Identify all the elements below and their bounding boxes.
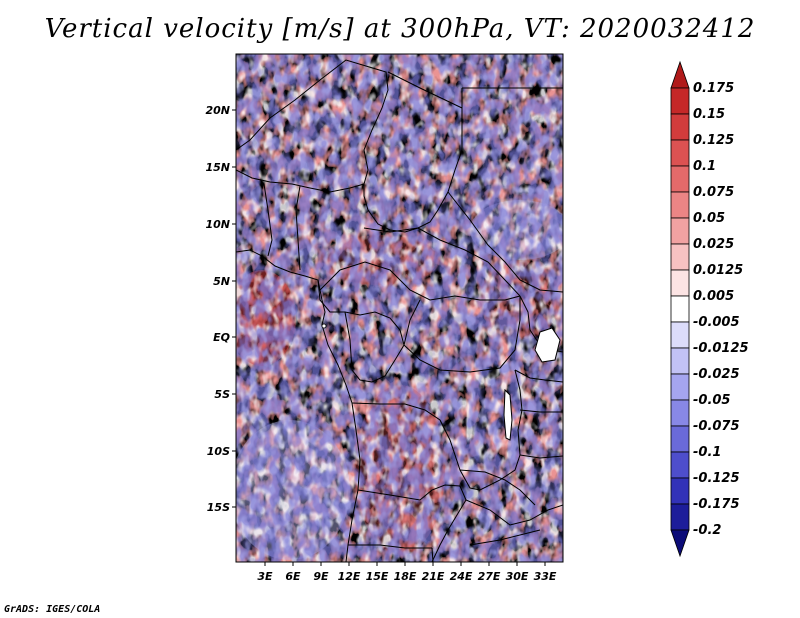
colorbar-swatch [670,269,690,297]
colorbar-label: -0.075 [693,419,740,434]
y-tick-eq: EQ [213,331,230,344]
colorbar-label: -0.1 [693,445,721,460]
colorbar-swatch [670,113,690,141]
colorbar-swatch [670,165,690,193]
colorbar-label: 0.15 [693,107,725,122]
colorbar-label: -0.2 [693,523,721,538]
y-tick-5s: 5S [214,388,230,401]
country-borders [236,59,563,562]
colorbar-label: -0.025 [693,367,740,382]
y-tick-15n: 15N [205,161,230,174]
chart-title: Vertical velocity [m/s] at 300hPa, VT: 2… [44,14,756,44]
grads-credit: GrADS: IGES/COLA [4,604,101,615]
x-tick-9e: 9E [313,570,329,583]
colorbar-swatch [670,295,690,323]
colorbar-swatch [670,321,690,349]
colorbar-swatch [670,191,690,219]
x-tick-33e: 33E [534,570,557,583]
x-tick-30e: 30E [506,570,529,583]
colorbar-label: 0.05 [693,211,725,226]
coastline [236,249,361,562]
colorbar-swatch [670,451,690,479]
colorbar-swatch [670,347,690,375]
x-tick-18e: 18E [394,570,417,583]
colorbar-swatch [670,139,690,167]
colorbar-label: 0.125 [693,133,734,148]
colorbar-label: -0.125 [693,471,740,486]
colorbar-label: -0.005 [693,315,740,330]
colorbar-swatch [670,373,690,401]
colorbar-swatch [670,60,690,89]
colorbar-swatch [670,477,690,505]
colorbar-swatch [670,243,690,271]
colorbar: 0.175 0.15 0.125 0.1 0.075 0.05 0.025 0.0125 0.0… [670,60,749,558]
x-tick-24e: 24E [450,570,473,583]
y-tick-20n: 20N [205,104,230,117]
x-tick-15e: 15E [366,570,389,583]
colorbar-label: 0.025 [693,237,734,252]
x-tick-12e: 12E [338,570,361,583]
colorbar-swatch [670,529,690,558]
y-tick-10s: 10S [207,445,230,458]
y-tick-5n: 5N [213,275,230,288]
y-tick-15s: 15S [207,501,230,514]
strong-downward-noise [236,54,563,562]
x-tick-27e: 27E [478,570,501,583]
x-axis: 3E 6E 9E 12E 15E 18E 21E 24E 27E 30E 33E [257,562,557,583]
x-tick-21e: 21E [422,570,445,583]
colorbar-swatch [670,399,690,427]
island-bioko [321,323,327,329]
colorbar-swatch [670,87,690,115]
colorbar-swatch [670,217,690,245]
colorbar-label: -0.0125 [693,341,749,356]
map-field [236,54,563,562]
x-tick-6e: 6E [285,570,301,583]
map-frame [235,53,564,563]
colorbar-label: 0.175 [693,81,734,96]
colorbar-label: -0.05 [693,393,730,408]
colorbar-label: -0.175 [693,497,740,512]
colorbar-label: 0.075 [693,185,734,200]
colorbar-label: 0.005 [693,289,734,304]
colorbar-label: 0.1 [693,159,716,174]
y-axis: 20N 15N 10N 5N EQ 5S 10S 15S [205,104,236,514]
y-tick-10n: 10N [205,218,230,231]
x-tick-3e: 3E [257,570,273,583]
colorbar-swatch [670,425,690,453]
colorbar-swatch [670,503,690,531]
colorbar-label: 0.0125 [693,263,743,278]
